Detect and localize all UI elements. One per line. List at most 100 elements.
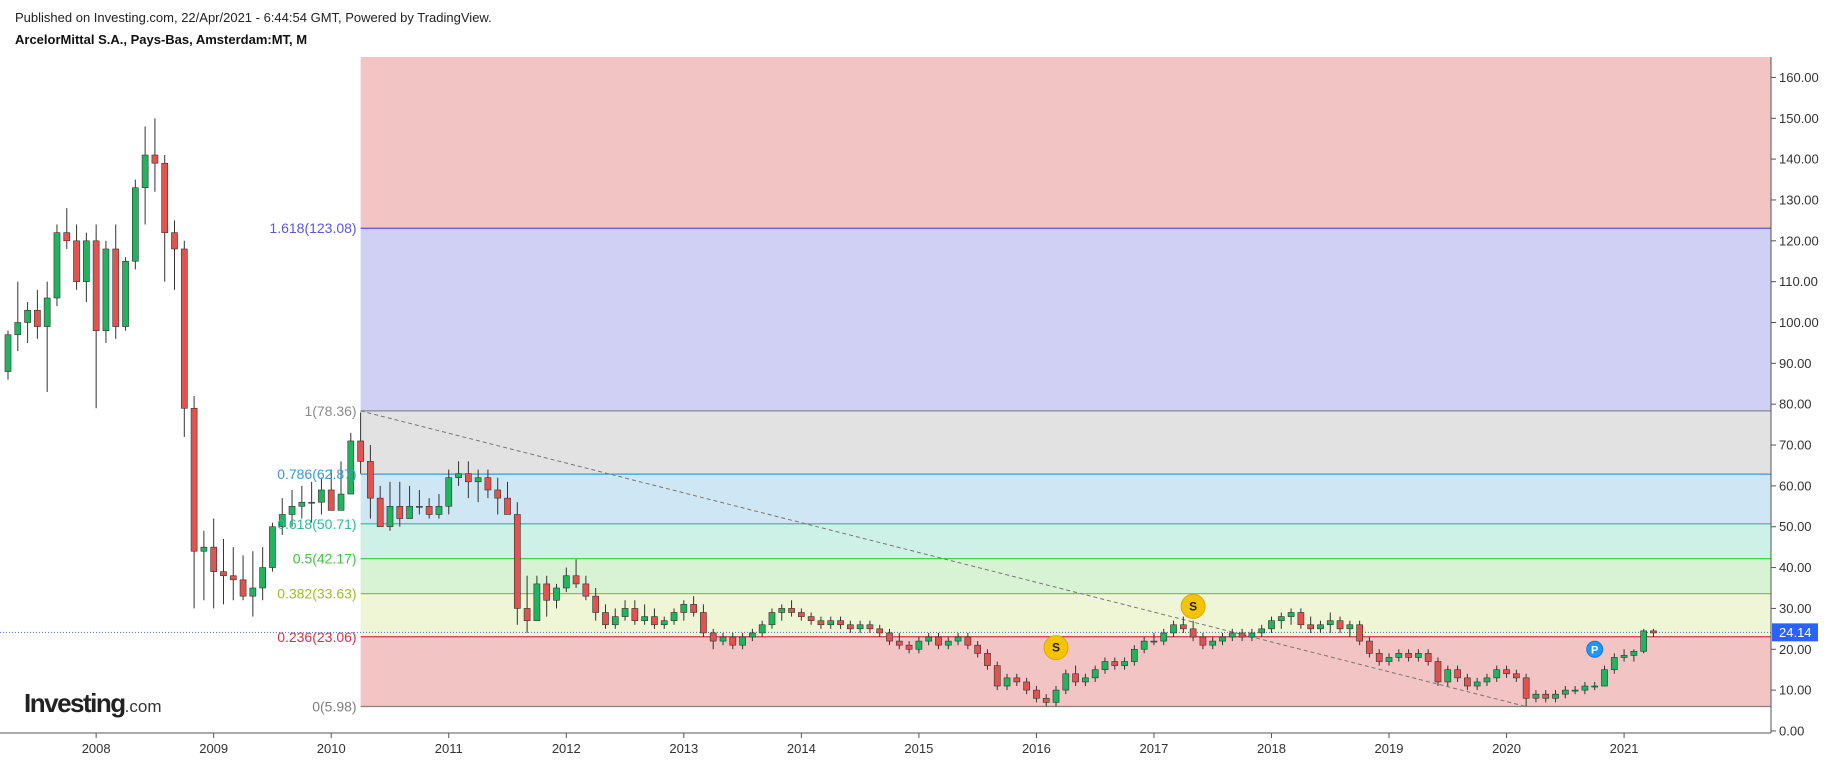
candle (1248, 628, 1256, 642)
candle-body (1091, 669, 1099, 679)
candle-body (621, 608, 629, 617)
candle (455, 461, 462, 486)
candle (1464, 673, 1471, 691)
marker-circle (1180, 593, 1206, 619)
published-caption: Published on Investing.com, 22/Apr/2021 … (15, 10, 492, 25)
candle-body (993, 665, 1001, 687)
candle-body (278, 514, 286, 528)
candle-body (1601, 669, 1608, 687)
symbol-title: ArcelorMittal S.A., Pays-Bas, Amsterdam:… (15, 32, 308, 47)
candle (827, 616, 835, 629)
fibonacci-bands (360, 57, 1772, 708)
candle (954, 632, 962, 646)
fibonacci-labels: 0(5.98) 0.236(23.06) 0.382(33.63) 0.5(42.17… (269, 220, 356, 714)
candle-body (1356, 624, 1363, 642)
candle-body (533, 583, 541, 621)
candle (210, 518, 218, 609)
candle-body (935, 636, 942, 646)
candle (1444, 665, 1452, 687)
candle-body (1228, 632, 1236, 638)
price-tick-label: 90.00 (1779, 356, 1812, 371)
candle-body (641, 616, 648, 621)
candle-body (425, 506, 433, 515)
time-tick-label: 2011 (435, 741, 463, 756)
candle-body (1336, 620, 1344, 630)
candle (376, 485, 384, 528)
candle-body (180, 248, 188, 409)
candle (1111, 657, 1119, 670)
price-tick-label: 130.00 (1779, 192, 1819, 207)
candle-body (700, 612, 707, 634)
candle-body (856, 624, 864, 630)
candle (367, 445, 374, 519)
candle-body (1385, 657, 1393, 662)
price-axis: 0.00 10.00 20.00 30.00 40.00 50.00 60.00 70.00 8… (1770, 57, 1819, 738)
candle-body (905, 644, 913, 650)
candle-body (210, 546, 218, 572)
time-tick-label: 2014 (787, 741, 816, 756)
candle (1209, 637, 1217, 650)
candle (337, 461, 345, 511)
candle-body (660, 620, 668, 626)
candle (572, 559, 580, 588)
fib-band (360, 410, 1772, 475)
candle-body (1473, 681, 1481, 687)
candle-body (631, 608, 639, 621)
candle-body (1121, 661, 1128, 666)
time-tick-label: 2018 (1257, 741, 1286, 756)
candle-body (386, 506, 394, 528)
candle (347, 432, 355, 495)
candle (1346, 620, 1354, 638)
candle (425, 498, 433, 519)
candle-body (895, 640, 903, 646)
candle-body (719, 636, 727, 642)
candle (837, 616, 844, 629)
fib-label: 0(5.98) (312, 699, 356, 715)
candle (1150, 632, 1158, 646)
candle (200, 530, 208, 601)
candle (122, 257, 129, 331)
candle (1415, 649, 1422, 662)
candle (63, 208, 71, 249)
candle (778, 604, 786, 621)
candle (1336, 616, 1344, 633)
candle-body (1150, 640, 1158, 643)
candle (1013, 673, 1021, 687)
candle-body (24, 309, 31, 323)
candle (43, 281, 51, 392)
candle (406, 485, 413, 519)
candle-body (1238, 632, 1246, 638)
candle (239, 555, 247, 601)
candle (758, 620, 766, 638)
candle-body (1415, 653, 1422, 658)
candle-body (592, 595, 600, 613)
candle (1287, 608, 1295, 625)
candle (1522, 673, 1530, 707)
fib-label: 0.5(42.17) (293, 551, 357, 567)
candle-body (396, 506, 404, 519)
candle (1610, 653, 1618, 674)
candle-body (1493, 669, 1501, 679)
logo-suffix: .com (124, 697, 162, 716)
candle-body (1542, 693, 1550, 699)
candle (788, 600, 795, 617)
candle-body (817, 620, 825, 626)
candle-body (1209, 640, 1217, 646)
candle (1023, 677, 1030, 695)
candle-body (1522, 677, 1530, 699)
candle-body (1591, 685, 1599, 688)
candle-body (347, 440, 355, 495)
candle-body (504, 497, 511, 515)
candle-body (739, 636, 746, 646)
candle-body (837, 620, 844, 626)
candle (151, 118, 159, 192)
candle (651, 608, 658, 629)
candle-body (141, 154, 149, 189)
candle-body (807, 616, 815, 621)
candle (582, 575, 590, 601)
candle-body (200, 546, 208, 552)
candle (1326, 612, 1334, 633)
candle (1434, 657, 1442, 687)
price-tick-label: 110.00 (1779, 274, 1818, 289)
